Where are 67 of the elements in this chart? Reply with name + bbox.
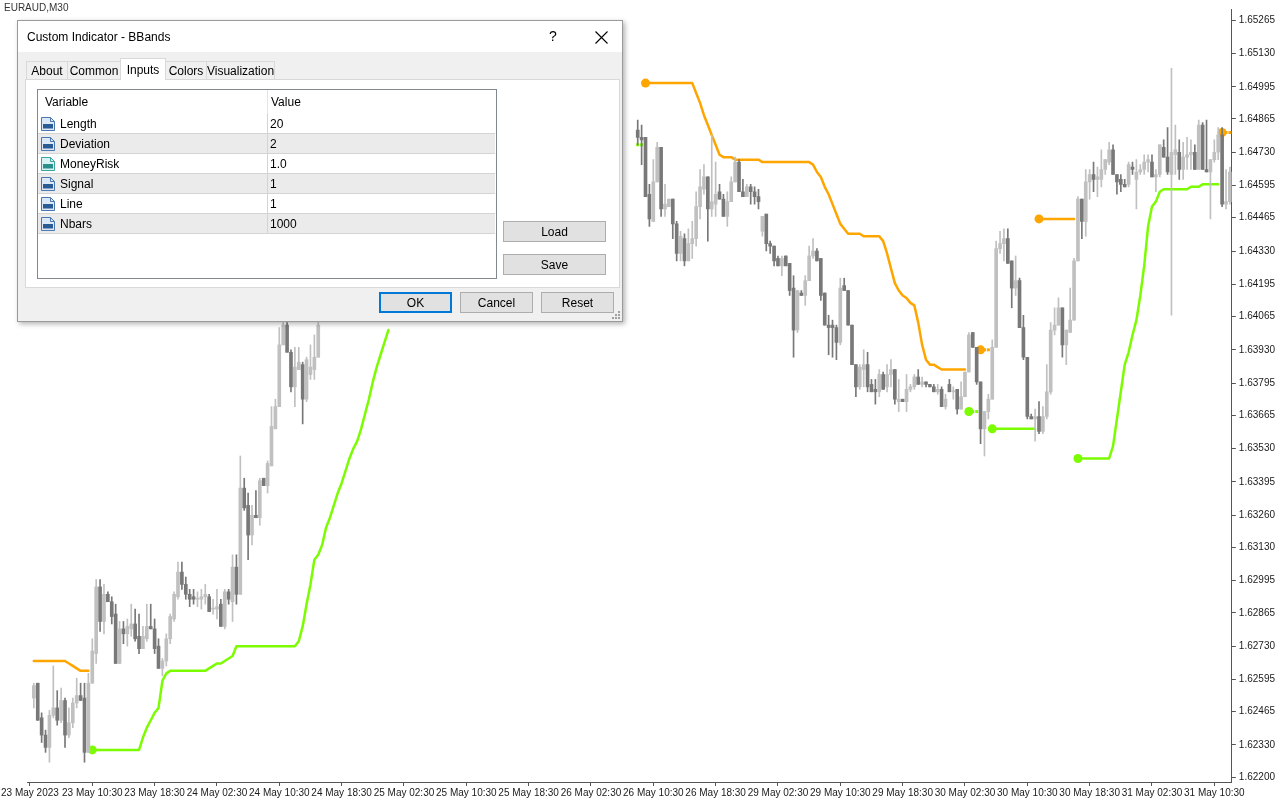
annotation: Load <box>541 224 568 239</box>
annotation: Line <box>60 197 83 211</box>
y-tick-label: 1.64995 <box>1238 80 1276 92</box>
x-tick-label: 24 May 10:30 <box>248 786 311 798</box>
annotation: Signal <box>60 177 94 191</box>
x-tick-label: 24 May 18:30 <box>311 786 373 798</box>
annotation: MoneyRisk <box>60 157 120 171</box>
y-tick-label: 1.64595 <box>1238 179 1276 191</box>
x-tick-label: 26 May 02:30 <box>560 786 622 798</box>
x-tick-label: 29 May 02:30 <box>747 786 809 798</box>
y-tick-label: 1.64195 <box>1238 278 1276 290</box>
y-tick-label: 1.63795 <box>1238 376 1276 388</box>
y-tick-label: 1.62730 <box>1238 639 1276 651</box>
y-tick-label: 1.64465 <box>1238 211 1276 223</box>
x-tick-label: 26 May 18:30 <box>685 786 747 798</box>
annotation: Reset <box>561 295 594 310</box>
y-tick-label: 1.63930 <box>1238 343 1276 355</box>
annotation: Variable <box>45 95 89 109</box>
y-tick-label: 1.63260 <box>1238 509 1276 521</box>
x-tick-label: 23 May 10:30 <box>61 786 124 798</box>
y-tick-label: 1.62995 <box>1238 574 1276 586</box>
x-tick-label: 31 May 10:30 <box>1184 786 1246 798</box>
annotation: 2 <box>270 137 277 151</box>
x-tick-label: 30 May 10:30 <box>997 786 1059 798</box>
annotation: 1 <box>270 177 277 191</box>
y-tick-label: 1.62200 <box>1238 770 1276 782</box>
y-tick-label: 1.64065 <box>1238 310 1276 322</box>
annotation: About <box>31 63 63 78</box>
y-tick-label: 1.62330 <box>1238 738 1276 750</box>
y-tick-label: 1.65130 <box>1238 47 1276 59</box>
x-tick-label: 23 May 18:30 <box>124 786 186 798</box>
annotation: Inputs <box>126 62 160 77</box>
y-tick-label: 1.62465 <box>1238 705 1276 717</box>
annotation: Nbars <box>60 217 93 231</box>
x-tick-label: 29 May 10:30 <box>810 786 872 798</box>
annotation: Custom Indicator - BBands <box>27 30 171 44</box>
annotation: Value <box>271 95 301 109</box>
x-tick-label: 23 May 2023 <box>1 786 60 798</box>
annotation: 1000 <box>270 217 297 231</box>
annotation: 20 <box>270 117 284 131</box>
y-tick-label: 1.65265 <box>1238 13 1276 25</box>
x-tick-label: 25 May 02:30 <box>373 786 435 798</box>
y-tick-label: 1.63130 <box>1238 541 1276 553</box>
annotation: 1.0 <box>270 157 287 171</box>
x-tick-label: 30 May 18:30 <box>1059 786 1121 798</box>
y-tick-label: 1.63665 <box>1238 409 1276 421</box>
y-tick-label: 1.63395 <box>1238 475 1276 487</box>
x-tick-label: 26 May 10:30 <box>623 786 685 798</box>
annotation: 1 <box>270 197 277 211</box>
annotation: Length <box>60 117 97 131</box>
x-tick-label: 29 May 18:30 <box>872 786 934 798</box>
x-tick-label: 31 May 02:30 <box>1121 786 1183 798</box>
x-tick-label: 25 May 18:30 <box>498 786 560 798</box>
annotation: OK <box>406 295 425 310</box>
x-tick-label: 30 May 02:30 <box>934 786 996 798</box>
y-tick-label: 1.64730 <box>1238 145 1276 157</box>
y-tick-label: 1.63530 <box>1238 442 1276 454</box>
y-tick-label: 1.64865 <box>1238 112 1276 124</box>
annotation: Deviation <box>60 137 111 151</box>
x-tick-label: 25 May 10:30 <box>435 786 498 798</box>
annotation: Cancel <box>477 295 516 310</box>
y-tick-label: 1.64330 <box>1238 244 1276 256</box>
y-tick-label: 1.62595 <box>1238 673 1276 685</box>
x-tick-label: 24 May 02:30 <box>186 786 248 798</box>
annotation: Save <box>540 257 569 272</box>
chart-title: EURAUD,M30 <box>4 2 69 13</box>
y-tick-label: 1.62865 <box>1238 606 1276 618</box>
